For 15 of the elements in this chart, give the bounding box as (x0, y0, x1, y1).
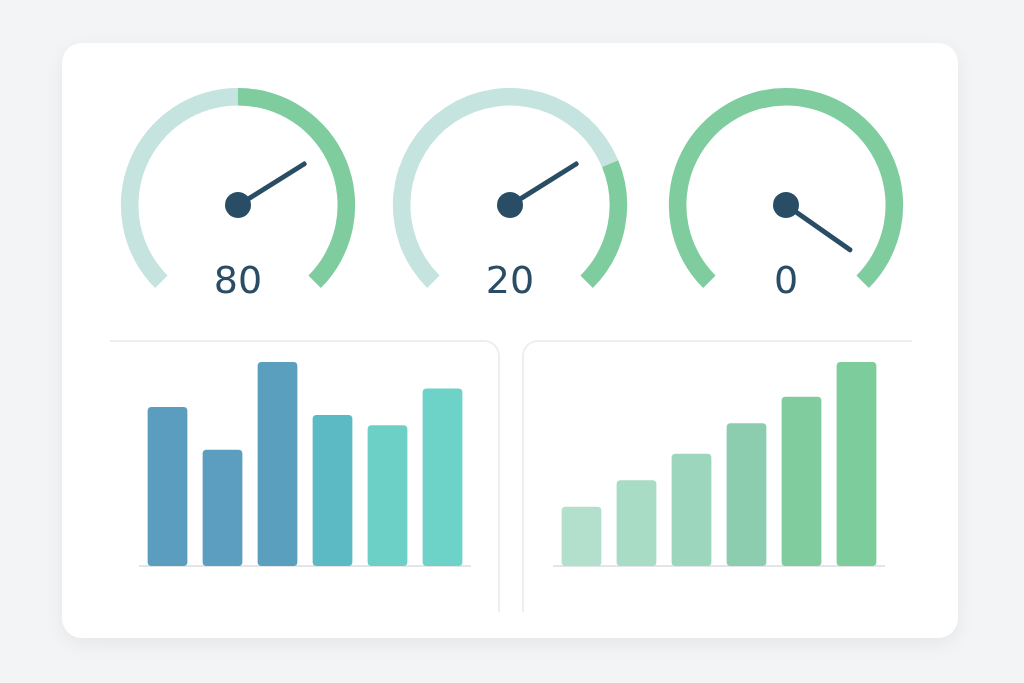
text: 80 (212, 258, 264, 302)
bar (836, 362, 877, 566)
bar (257, 362, 298, 566)
text: 0 (772, 258, 800, 302)
bar (312, 415, 353, 566)
bar (616, 480, 657, 566)
bar (422, 388, 463, 566)
bar (561, 506, 602, 566)
bar (147, 406, 188, 566)
bar (726, 423, 767, 566)
bar (367, 425, 408, 566)
text: 20 (484, 258, 536, 302)
bar (671, 453, 712, 566)
bar (202, 449, 243, 566)
bar (781, 396, 822, 566)
